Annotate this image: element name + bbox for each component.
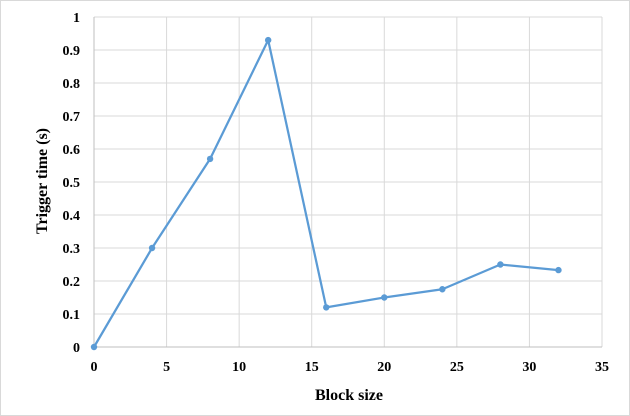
data-point: [323, 304, 330, 311]
y-tick-label: 0: [73, 341, 80, 356]
x-tick-label: 0: [91, 360, 98, 375]
data-point: [439, 286, 446, 293]
data-point: [264, 36, 272, 44]
x-tick-labels: 0 5 10 15 20 25 30 35: [91, 360, 610, 375]
x-tick-label: 30: [522, 360, 536, 375]
y-tick-label: 0.3: [63, 242, 81, 257]
x-axis-title: Block size: [315, 387, 383, 404]
x-tick-label: 15: [305, 360, 319, 375]
data-point: [148, 244, 156, 252]
data-point: [381, 294, 388, 301]
axes: [93, 17, 602, 348]
x-tick-label: 35: [595, 360, 609, 375]
y-tick-label: 0.5: [63, 176, 81, 191]
y-tick-label: 0.6: [63, 143, 81, 158]
x-tick-label: 5: [163, 360, 170, 375]
data-point: [206, 155, 214, 163]
y-tick-label: 0.9: [63, 44, 81, 59]
series-line: [93, 38, 559, 348]
x-tick-label: 20: [377, 360, 391, 375]
y-tick-labels: 0 0.1 0.2 0.3 0.4 0.5 0.6 0.7 0.8 0.9 1: [63, 11, 81, 356]
data-point: [90, 343, 98, 351]
y-tick-label: 0.4: [63, 209, 81, 224]
y-tick-label: 0.2: [63, 275, 81, 290]
x-tick-label: 10: [232, 360, 246, 375]
y-tick-label: 0.1: [63, 308, 81, 323]
y-tick-label: 0.7: [63, 110, 81, 125]
data-point: [497, 261, 504, 268]
data-point: [555, 266, 562, 274]
y-tick-label: 0.8: [63, 77, 81, 92]
series-layer: [90, 36, 562, 351]
y-tick-label: 1: [73, 11, 80, 26]
x-tick-label: 25: [450, 360, 464, 375]
y-axis-title: Trigger time (s): [34, 128, 51, 234]
gridlines: [94, 16, 603, 347]
